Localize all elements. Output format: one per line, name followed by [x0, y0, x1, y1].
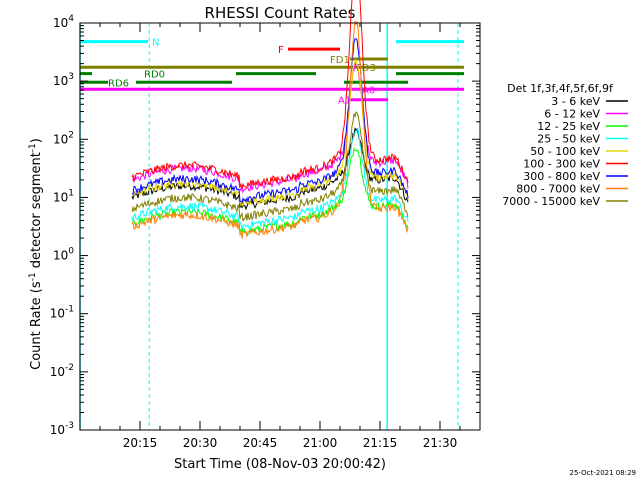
ytick-label-7: 104 [53, 14, 74, 30]
y-label-part1: Count Rate (s [29, 281, 44, 370]
series-6-curve [131, 0, 409, 190]
y-label-part2: detector segment [29, 152, 44, 272]
legend-label-8: 800 - 7000 keV [516, 183, 600, 196]
legend-label-7: 300 - 800 keV [523, 170, 600, 183]
flag-rd0: RD0 [80, 70, 464, 81]
series-8-curve [131, 20, 409, 239]
legend-label-5: 50 - 100 keV [530, 145, 600, 158]
flag-a0: A0 [80, 85, 464, 96]
ytick-label-6: 103 [53, 72, 74, 88]
series-4-curve [131, 128, 409, 230]
flag-rd6: RD6 [80, 78, 408, 89]
ytick-label-0: 10-3 [50, 421, 74, 437]
data-layer: N F FD1 FD3 RD0 RD6 A0 A1 [79, 0, 464, 430]
y-axis-label: Count Rate (s-1 detector segment-1) [28, 138, 44, 370]
ytick-label-2: 10-1 [50, 305, 74, 321]
xtick-label-5: 21:30 [423, 436, 458, 450]
y-label-part3: ) [29, 138, 44, 143]
ytick-label-1: 10-2 [50, 363, 74, 379]
flag-label-fd3: FD3 [356, 63, 376, 74]
xtick-label-0: 20:15 [123, 436, 158, 450]
flag-label-fd1: FD1 [330, 55, 350, 66]
ytick-label-5: 102 [53, 130, 74, 146]
xtick-label-1: 20:30 [183, 436, 218, 450]
xtick-label-4: 21:15 [363, 436, 398, 450]
xtick-label-2: 20:45 [243, 436, 278, 450]
legend-label-4: 25 - 50 keV [537, 133, 600, 146]
flag-n: N [80, 38, 464, 49]
legend-label-1: 3 - 6 keV [551, 95, 600, 108]
flag-a1: A1 [338, 96, 388, 107]
flag-label-rd0: RD0 [144, 70, 165, 81]
y-label-sup2: -1 [28, 143, 38, 152]
flag-f: F [278, 45, 340, 56]
x-axis-label: Start Time (08-Nov-03 20:00:42) [174, 457, 386, 472]
legend-label-6: 100 - 300 keV [523, 158, 600, 171]
flag-label-a0: A0 [362, 85, 375, 96]
xtick-label-3: 21:00 [303, 436, 338, 450]
legend-title: Det 1f,3f,4f,5f,6f,9f [507, 82, 614, 95]
flag-label-f: F [278, 45, 284, 56]
legend-label-2: 6 - 12 keV [544, 108, 600, 121]
y-label-sup1: -1 [28, 272, 38, 281]
axis-layer: 10-3 10-2 10-1 100 101 102 103 104 20:15 20:30 20:… [50, 14, 481, 450]
ytick-label-3: 100 [53, 247, 74, 263]
legend-label-3: 12 - 25 keV [537, 120, 600, 133]
series-5-curve [131, 59, 409, 207]
legend-label-9: 7000 - 15000 keV [502, 195, 600, 208]
flag-label-n: N [152, 38, 159, 49]
series-9-curve [131, 111, 409, 222]
chart-title: RHESSI Count Rates [205, 4, 356, 22]
ytick-label-4: 101 [53, 188, 74, 204]
timestamp: 25-Oct-2021 08:29 [570, 469, 636, 477]
flag-label-rd6: RD6 [108, 78, 129, 89]
flag-fd3: FD3 [80, 63, 464, 74]
flag-fd1: FD1 [330, 55, 388, 66]
flag-label-a1: A1 [338, 96, 351, 107]
